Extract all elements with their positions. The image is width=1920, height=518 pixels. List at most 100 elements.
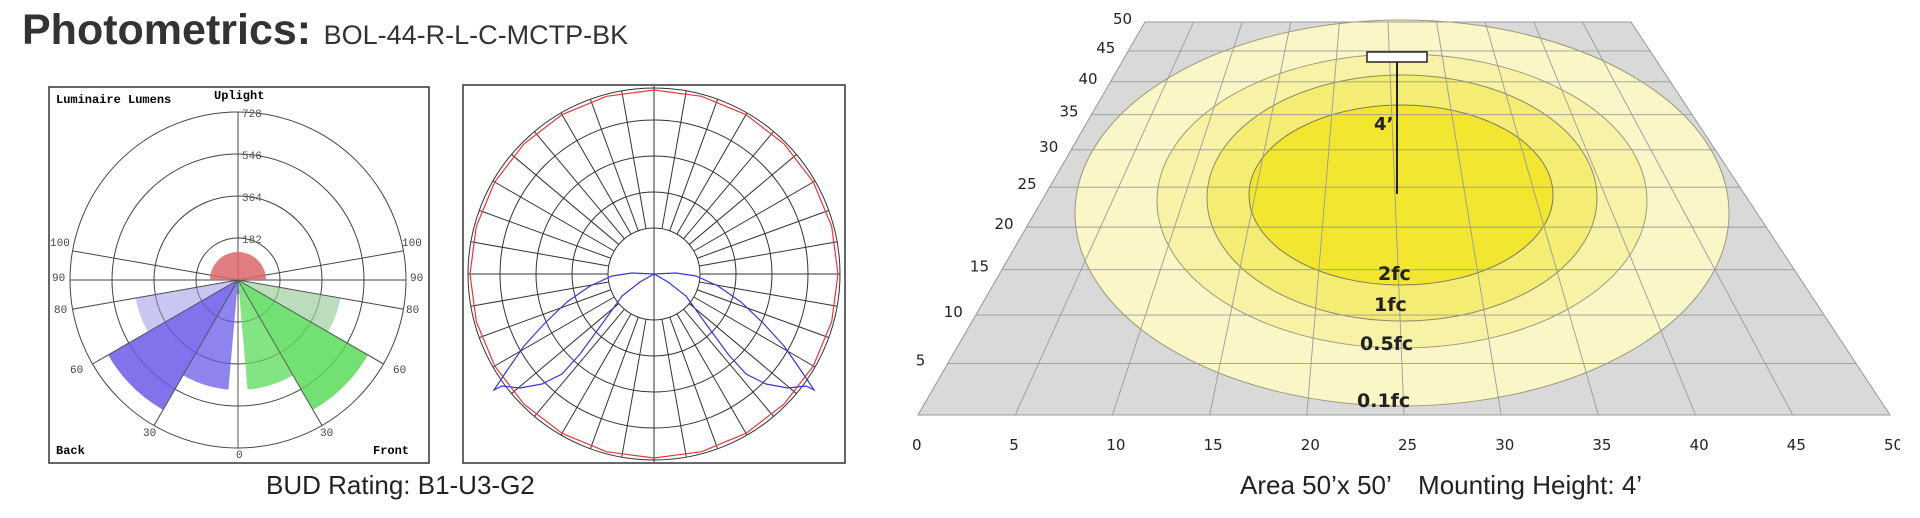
y-tick-label: 40 (1078, 70, 1097, 88)
candela-spoke (676, 112, 748, 235)
candela-spoke (511, 303, 620, 394)
bug-rating-diagram: Luminaire Lumens Uplight Back Front 728 … (48, 86, 430, 464)
candela-spoke (697, 289, 829, 339)
y-tick-label: 30 (1039, 138, 1058, 156)
candela-spoke (470, 281, 609, 307)
x-tick-label: 40 (1690, 436, 1709, 454)
candela-spoke (661, 319, 687, 458)
uplight-zone (210, 252, 266, 280)
candela-spoke (661, 90, 687, 229)
bug-spoke-overlay (153, 279, 239, 426)
candela-spoke (479, 209, 611, 259)
bug-lumen-zones (72, 252, 404, 448)
ground-grid (917, 21, 1891, 416)
candela-spoke (699, 281, 838, 307)
model-number: BOL-44-R-L-C-MCTP-BK (323, 20, 629, 50)
candela-polar-grid (467, 86, 841, 462)
ring-label-182: 182 (242, 235, 262, 247)
grid-col-line (1209, 21, 1292, 416)
contour-label-2fc: 2fc (1378, 263, 1411, 285)
y-tick-label: 35 (1059, 103, 1078, 121)
candela-spoke (589, 317, 639, 449)
area-size-label: Area 50’x 50’ (1240, 470, 1391, 500)
x-tick-label: 45 (1787, 436, 1806, 454)
grid-col-line (1111, 21, 1243, 416)
x-tick-label: 10 (1106, 436, 1125, 454)
angle-label-100-right: 100 (402, 238, 422, 250)
x-tick-label: 25 (1398, 436, 1417, 454)
x-tick-label: 20 (1301, 436, 1320, 454)
angle-label-0: 0 (236, 450, 243, 462)
x-tick-label: 30 (1495, 436, 1514, 454)
area-caption: Area 50’x 50’ Mounting Height: 4’ (1240, 470, 1642, 501)
candela-spoke (479, 289, 611, 339)
candela-spoke (688, 303, 797, 394)
angle-label-100-left: 100 (50, 238, 70, 250)
forward-low-zone (238, 280, 293, 390)
mounting-height-label: 4’ (1374, 114, 1393, 135)
candela-spoke (492, 180, 615, 252)
candela-curves (469, 89, 839, 459)
candela-spoke (693, 296, 816, 368)
candela-spoke (534, 308, 625, 417)
grid-col-line (917, 21, 1146, 416)
luminaire-icon (1366, 51, 1428, 63)
y-tick-label: 10 (944, 303, 963, 321)
candela-spoke (560, 112, 632, 235)
y-tick-label: 25 (1018, 175, 1037, 193)
candela-spoke (669, 317, 719, 449)
y-tick-label: 20 (995, 215, 1014, 233)
angle-label-30-left: 30 (143, 428, 156, 440)
backlight-mid-zone (108, 280, 238, 410)
candela-spoke (589, 99, 639, 231)
angle-label-80-left: 80 (54, 305, 67, 317)
bug-spoke-overlay (237, 279, 323, 426)
horizontal-plane-curve (492, 272, 816, 392)
candela-spoke (697, 209, 829, 259)
contour-label-0-5fc: 0.5fc (1360, 333, 1413, 355)
page-title: Photometrics: BOL-44-R-L-C-MCTP-BK (22, 6, 628, 55)
y-tick-label: 45 (1096, 39, 1115, 57)
candela-spoke (688, 154, 797, 245)
backlight-high-zone (135, 280, 238, 332)
isofootcandle-plot: 4’ 2fc 1fc 0.5fc 0.1fc 0 5 10 15 20 25 30 35 40 4… (912, 10, 1900, 454)
backlight-low-zone (183, 280, 238, 390)
grid-col-line (1533, 21, 1697, 416)
mounting-height-caption: Mounting Height: 4’ (1418, 470, 1643, 500)
candela-spoke (534, 131, 625, 240)
candela-spoke (693, 180, 816, 252)
bug-spoke-overlay (237, 279, 404, 310)
back-label: Back (56, 444, 85, 458)
x-tick-label: 35 (1592, 436, 1611, 454)
y-tick-label: 15 (970, 258, 989, 276)
candela-spoke (621, 319, 647, 458)
grid-col-line (1014, 21, 1195, 416)
grid-col-line (1387, 21, 1405, 416)
grid-col-line (1306, 21, 1340, 416)
candela-spoke (676, 313, 748, 436)
candela-spoke (683, 131, 774, 240)
candela-spoke (560, 313, 632, 436)
bug-spoke-overlay (72, 279, 239, 310)
grid-col-line (1582, 21, 1794, 416)
angle-label-60-right: 60 (393, 365, 406, 377)
candela-distribution-diagram (462, 84, 846, 464)
x-tick-label: 5 (1009, 436, 1019, 454)
candela-spoke (669, 99, 719, 231)
y-tick-label: 50 (1113, 10, 1132, 28)
bud-rating-caption: BUD Rating: B1-U3-G2 (266, 470, 535, 500)
vertical-plane-curve (469, 89, 839, 459)
angle-label-90-right: 90 (410, 273, 423, 285)
forward-mid-zone (238, 280, 368, 410)
bug-spoke-overlay (237, 279, 384, 365)
contour-label-1fc: 1fc (1374, 294, 1407, 316)
x-tick-label: 15 (1204, 436, 1223, 454)
ring-label-364: 364 (242, 193, 262, 205)
x-axis-ticks: 0 5 10 15 20 25 30 35 40 45 50 (912, 436, 1900, 454)
candela-spoke (699, 241, 838, 267)
angle-label-60-left: 60 (70, 365, 83, 377)
candela-spoke (683, 308, 774, 417)
x-tick-label: 0 (912, 436, 922, 454)
photometrics-heading: Photometrics: (22, 6, 312, 54)
